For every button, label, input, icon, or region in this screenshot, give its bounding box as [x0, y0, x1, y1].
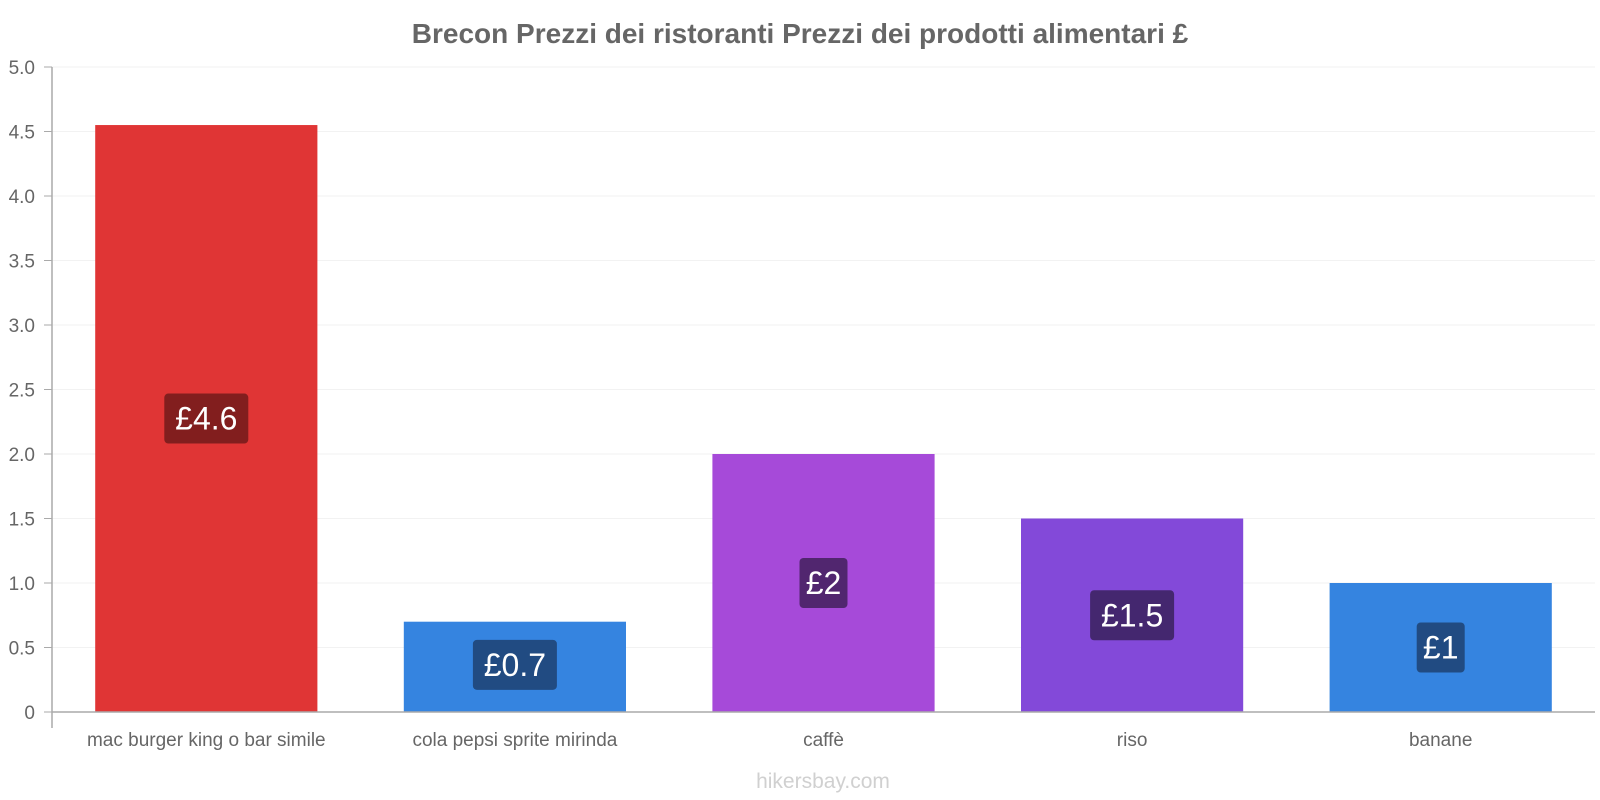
- data-label: £1.5: [1101, 597, 1163, 633]
- axes: [51, 67, 1595, 728]
- x-tick-label: caffè: [803, 730, 844, 751]
- data-label-background: [472, 639, 557, 690]
- data-label-background: [1090, 590, 1175, 641]
- y-tick-label: 1.0: [9, 574, 35, 595]
- y-axis-ticks: 0 0.5 1.0 1.5 2.0 2.5 3.0 3.5 4.0 4.5 5.0: [9, 58, 52, 724]
- data-label: £0.7: [484, 647, 546, 683]
- y-tick-label: 0.5: [9, 639, 35, 660]
- y-tick-label: 2.5: [9, 381, 35, 402]
- x-tick-label: banane: [1409, 730, 1472, 751]
- y-tick-label: 3.0: [9, 316, 35, 337]
- x-axis-labels: mac burger king o bar simile cola pepsi s…: [87, 730, 1472, 751]
- y-tick-label: 0: [24, 703, 35, 724]
- y-tick-label: 1.5: [9, 510, 35, 531]
- data-label-background: [164, 393, 249, 444]
- watermark: hikersbay.com: [756, 770, 890, 793]
- chart-title: Brecon Prezzi dei ristoranti Prezzi dei …: [412, 18, 1189, 49]
- x-tick-label: mac burger king o bar simile: [87, 730, 326, 751]
- y-tick-label: 5.0: [9, 58, 35, 79]
- data-label: £2: [806, 565, 842, 601]
- y-tick-label: 4.0: [9, 187, 35, 208]
- data-label: £1: [1423, 630, 1459, 666]
- y-tick-label: 4.5: [9, 123, 35, 144]
- x-tick-label: riso: [1117, 730, 1148, 751]
- data-label-background: [799, 558, 848, 608]
- data-label-background: [1416, 622, 1465, 673]
- data-label: £4.6: [175, 401, 237, 437]
- bars-group: [95, 125, 1552, 713]
- y-tick-label: 3.5: [9, 252, 35, 273]
- x-tick-label: cola pepsi sprite mirinda: [412, 730, 617, 751]
- data-labels: £4.6 £0.7 £2 £1.5 £1: [164, 393, 1465, 690]
- y-tick-label: 2.0: [9, 445, 35, 466]
